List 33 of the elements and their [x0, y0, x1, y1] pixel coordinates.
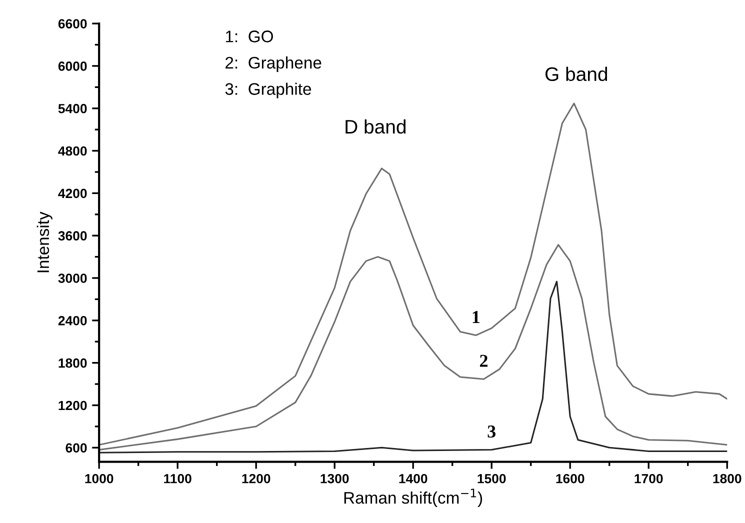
y-tick-label: 600	[66, 443, 87, 453]
y-axis-title: Intensity	[36, 212, 52, 272]
x-tick-label: 1400	[399, 474, 428, 484]
series-label: 2	[480, 354, 488, 367]
y-tick-label: 5400	[58, 104, 87, 114]
annotation: 1: GO	[226, 30, 273, 42]
x-tick-label: 1200	[242, 474, 270, 484]
y-tick-label: 4200	[58, 188, 87, 198]
x-tick-label: 1600	[556, 474, 584, 484]
y-tick-label: 6600	[58, 19, 87, 28]
series-label: 3	[488, 426, 496, 438]
y-tick-label: 3000	[58, 274, 87, 283]
y-tick-label: 6000	[58, 62, 87, 71]
annotation: 3: Graphite	[225, 82, 312, 98]
y-tick-label: 2400	[58, 316, 87, 326]
x-tick-label: 1300	[320, 474, 349, 484]
x-tick-label: 1000	[85, 474, 114, 484]
x-tick-label: 1700	[634, 474, 663, 484]
y-tick-label: 3600	[58, 231, 87, 241]
series-label: 1	[472, 311, 480, 323]
x-tick-label: 1800	[713, 474, 742, 484]
x-axis-title: Raman shift(cm$^{−1}$)	[344, 488, 482, 508]
line-series	[99, 102, 728, 446]
annotation: 2: Graphene	[226, 56, 322, 72]
y-tick-label: 4800	[58, 146, 87, 156]
line-series	[99, 244, 728, 451]
annotation: G band	[545, 66, 608, 82]
annotation: D band	[346, 119, 406, 134]
x-tick-label: 1100	[164, 474, 192, 484]
x-tick-label: 1500	[478, 474, 506, 484]
line-series	[99, 280, 728, 454]
y-tick-label: 1200	[58, 400, 87, 410]
y-tick-label: 1800	[58, 358, 87, 368]
